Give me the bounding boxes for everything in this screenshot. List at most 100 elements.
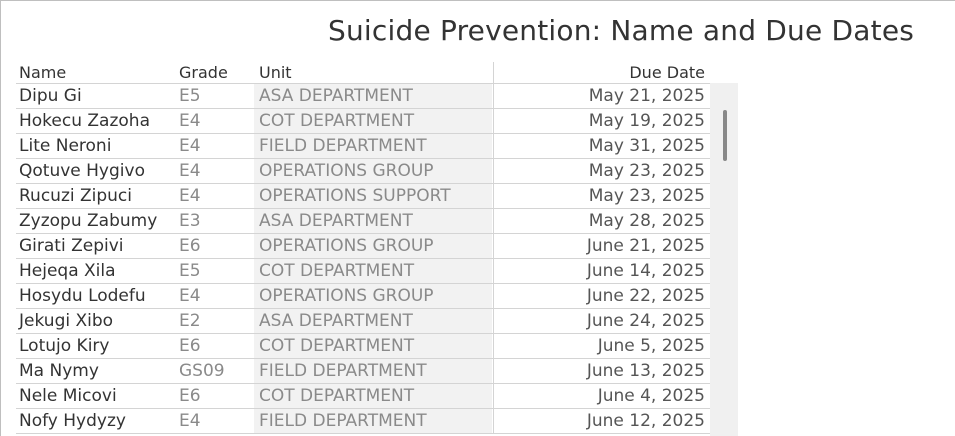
cell-due-date: June 24, 2025 <box>586 311 705 331</box>
cell-grade: E2 <box>179 311 201 331</box>
table-row[interactable]: Girati Zepivi E6 OPERATIONS GROUP June 21, … <box>16 234 710 259</box>
page-title: Suicide Prevention: Name and Due Dates <box>328 14 915 47</box>
cell-unit: OPERATIONS GROUP <box>259 286 434 306</box>
cell-grade: E5 <box>179 261 201 281</box>
table-row[interactable]: Lite Neroni E4 FIELD DEPARTMENT May 31, 202… <box>16 134 710 159</box>
cell-unit: COT DEPARTMENT <box>259 111 415 131</box>
cell-grade: E4 <box>179 136 201 156</box>
table-row[interactable]: Nele Micovi E6 COT DEPARTMENT June 4, 2025 <box>16 384 710 409</box>
unit-cell-background <box>254 109 492 133</box>
unit-cell-background <box>254 259 492 283</box>
column-divider <box>493 134 494 158</box>
cell-due-date: May 23, 2025 <box>588 161 705 181</box>
column-divider <box>493 409 494 433</box>
cell-due-date: May 23, 2025 <box>588 186 705 206</box>
cell-name[interactable]: Ma Nymy <box>19 361 99 381</box>
cell-grade: E3 <box>179 211 201 231</box>
unit-cell-background <box>254 359 492 383</box>
column-header-grade[interactable]: Grade <box>179 63 228 82</box>
unit-cell-background <box>254 284 492 308</box>
cell-grade: E4 <box>179 411 201 431</box>
due-dates-table: Name Grade Unit Due Date Dipu Gi E5 ASA DE… <box>16 62 710 434</box>
column-header-unit[interactable]: Unit <box>259 63 292 82</box>
cell-due-date: May 21, 2025 <box>588 86 705 106</box>
column-divider <box>493 334 494 358</box>
table-row[interactable]: Zyzopu Zabumy E3 ASA DEPARTMENT May 28, 202… <box>16 209 710 234</box>
cell-unit: OPERATIONS SUPPORT <box>259 186 451 206</box>
cell-due-date: June 14, 2025 <box>586 261 705 281</box>
cell-unit: FIELD DEPARTMENT <box>259 136 427 156</box>
column-divider <box>493 84 494 108</box>
cell-grade: E4 <box>179 286 201 306</box>
cell-due-date: June 4, 2025 <box>597 386 705 406</box>
cell-name[interactable]: Jekugi Xibo <box>19 311 114 331</box>
cell-name[interactable]: Nofy Hydyzy <box>19 411 126 431</box>
table-body: Dipu Gi E5 ASA DEPARTMENT May 21, 2025 Hokec… <box>16 84 710 434</box>
column-divider <box>493 359 494 383</box>
cell-name[interactable]: Hosydu Lodefu <box>19 286 146 306</box>
table-row[interactable]: Ma Nymy GS09 FIELD DEPARTMENT June 13, 2025 <box>16 359 710 384</box>
cell-due-date: May 19, 2025 <box>588 111 705 131</box>
cell-name[interactable]: Zyzopu Zabumy <box>19 211 158 231</box>
cell-name[interactable]: Girati Zepivi <box>19 236 124 256</box>
unit-cell-background <box>254 334 492 358</box>
table-row[interactable]: Jekugi Xibo E2 ASA DEPARTMENT June 24, 2025 <box>16 309 710 334</box>
cell-unit: OPERATIONS GROUP <box>259 161 434 181</box>
cell-due-date: May 28, 2025 <box>588 211 705 231</box>
cell-name[interactable]: Lite Neroni <box>19 136 112 156</box>
unit-cell-background <box>254 384 492 408</box>
table-row[interactable]: Dipu Gi E5 ASA DEPARTMENT May 21, 2025 <box>16 84 710 109</box>
table-row[interactable]: Nofy Hydyzy E4 FIELD DEPARTMENT June 12, 20… <box>16 409 710 434</box>
unit-cell-background <box>254 309 492 333</box>
column-divider <box>493 209 494 233</box>
column-header-due-date[interactable]: Due Date <box>629 63 705 82</box>
unit-cell-background <box>254 409 492 433</box>
cell-name[interactable]: Qotuve Hygivo <box>19 161 145 181</box>
cell-grade: E5 <box>179 86 201 106</box>
cell-grade: E4 <box>179 186 201 206</box>
cell-due-date: June 5, 2025 <box>597 336 705 356</box>
column-divider <box>493 62 494 83</box>
column-divider <box>493 259 494 283</box>
cell-unit: FIELD DEPARTMENT <box>259 411 427 431</box>
cell-due-date: June 22, 2025 <box>586 286 705 306</box>
column-divider <box>493 234 494 258</box>
unit-cell-background <box>254 234 492 258</box>
column-divider <box>493 109 494 133</box>
table-row[interactable]: Hosydu Lodefu E4 OPERATIONS GROUP June 22, … <box>16 284 710 309</box>
cell-name[interactable]: Lotujo Kiry <box>19 336 110 356</box>
cell-due-date: June 13, 2025 <box>586 361 705 381</box>
table-header: Name Grade Unit Due Date <box>16 62 710 84</box>
unit-cell-background <box>254 134 492 158</box>
table-row[interactable]: Rucuzi Zipuci E4 OPERATIONS SUPPORT May 23,… <box>16 184 710 209</box>
scrollbar-track[interactable] <box>710 83 738 436</box>
cell-grade: E6 <box>179 236 201 256</box>
unit-cell-background <box>254 184 492 208</box>
table-row[interactable]: Hejeqa Xila E5 COT DEPARTMENT June 14, 2025 <box>16 259 710 284</box>
table-row[interactable]: Qotuve Hygivo E4 OPERATIONS GROUP May 23, 2… <box>16 159 710 184</box>
table-row[interactable]: Hokecu Zazoha E4 COT DEPARTMENT May 19, 202… <box>16 109 710 134</box>
cell-name[interactable]: Hokecu Zazoha <box>19 111 150 131</box>
cell-grade: E6 <box>179 386 201 406</box>
table-row[interactable]: Lotujo Kiry E6 COT DEPARTMENT June 5, 2025 <box>16 334 710 359</box>
cell-unit: ASA DEPARTMENT <box>259 211 413 231</box>
cell-due-date: June 21, 2025 <box>586 236 705 256</box>
scrollbar-thumb[interactable] <box>723 110 727 161</box>
cell-unit: OPERATIONS GROUP <box>259 236 434 256</box>
unit-cell-background <box>254 84 492 108</box>
column-header-name[interactable]: Name <box>19 63 67 82</box>
cell-grade: E6 <box>179 336 201 356</box>
cell-due-date: June 12, 2025 <box>586 411 705 431</box>
cell-due-date: May 31, 2025 <box>588 136 705 156</box>
unit-cell-background <box>254 159 492 183</box>
cell-name[interactable]: Dipu Gi <box>19 86 82 106</box>
cell-name[interactable]: Hejeqa Xila <box>19 261 116 281</box>
cell-grade: E4 <box>179 161 201 181</box>
column-divider <box>493 309 494 333</box>
cell-name[interactable]: Rucuzi Zipuci <box>19 186 132 206</box>
unit-cell-background <box>254 209 492 233</box>
cell-unit: COT DEPARTMENT <box>259 336 415 356</box>
column-divider <box>493 284 494 308</box>
cell-name[interactable]: Nele Micovi <box>19 386 117 406</box>
